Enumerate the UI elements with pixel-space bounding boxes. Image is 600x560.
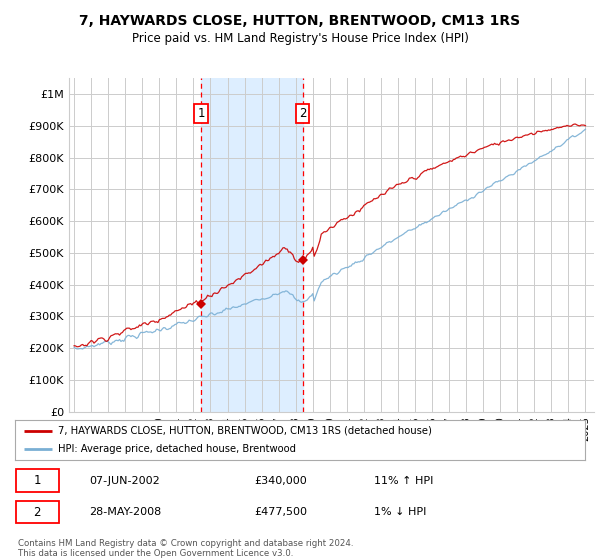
FancyBboxPatch shape	[16, 469, 59, 492]
FancyBboxPatch shape	[16, 501, 59, 523]
Text: Contains HM Land Registry data © Crown copyright and database right 2024.
This d: Contains HM Land Registry data © Crown c…	[18, 539, 353, 558]
Text: Price paid vs. HM Land Registry's House Price Index (HPI): Price paid vs. HM Land Registry's House …	[131, 32, 469, 45]
Text: 07-JUN-2002: 07-JUN-2002	[89, 475, 160, 486]
Text: 7, HAYWARDS CLOSE, HUTTON, BRENTWOOD, CM13 1RS (detached house): 7, HAYWARDS CLOSE, HUTTON, BRENTWOOD, CM…	[58, 426, 431, 436]
Text: 1: 1	[34, 474, 41, 487]
Text: 1: 1	[197, 107, 205, 120]
Text: HPI: Average price, detached house, Brentwood: HPI: Average price, detached house, Bren…	[58, 445, 296, 454]
Text: 1% ↓ HPI: 1% ↓ HPI	[374, 507, 427, 517]
Text: 2: 2	[299, 107, 306, 120]
Text: £477,500: £477,500	[254, 507, 307, 517]
Text: £340,000: £340,000	[254, 475, 307, 486]
Bar	[201, 78, 302, 412]
Text: 11% ↑ HPI: 11% ↑ HPI	[374, 475, 433, 486]
Text: 2: 2	[34, 506, 41, 519]
Text: 28-MAY-2008: 28-MAY-2008	[89, 507, 161, 517]
Text: 7, HAYWARDS CLOSE, HUTTON, BRENTWOOD, CM13 1RS: 7, HAYWARDS CLOSE, HUTTON, BRENTWOOD, CM…	[79, 14, 521, 28]
